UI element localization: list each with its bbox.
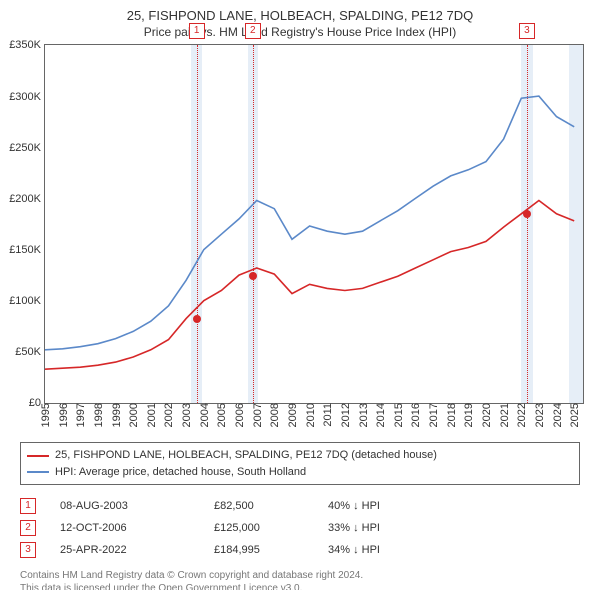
x-axis-label: 2022	[514, 403, 528, 427]
event-delta: 33% ↓ HPI	[328, 522, 418, 534]
chart-svg	[45, 45, 583, 403]
footer-line-2: This data is licensed under the Open Gov…	[20, 582, 580, 590]
x-axis-label: 2023	[532, 403, 546, 427]
event-price: £125,000	[214, 522, 304, 534]
event-number: 3	[20, 542, 36, 558]
event-delta: 40% ↓ HPI	[328, 500, 418, 512]
x-axis-label: 2009	[285, 403, 299, 427]
x-axis-label: 2000	[126, 403, 140, 427]
x-axis-label: 2025	[567, 403, 581, 427]
x-axis-label: 2021	[497, 403, 511, 427]
x-axis-label: 2024	[550, 403, 564, 427]
event-row: 3 25-APR-2022 £184,995 34% ↓ HPI	[20, 539, 580, 561]
event-date: 12-OCT-2006	[60, 522, 190, 534]
event-number-box: 1	[189, 23, 205, 39]
event-price: £184,995	[214, 544, 304, 556]
x-axis-label: 2004	[197, 403, 211, 427]
legend-swatch	[27, 471, 49, 473]
event-row: 1 08-AUG-2003 £82,500 40% ↓ HPI	[20, 495, 580, 517]
x-axis-label: 2018	[444, 403, 458, 427]
y-axis-label: £250K	[9, 142, 45, 154]
legend-swatch	[27, 455, 49, 457]
x-axis-label: 2014	[373, 403, 387, 427]
price-marker	[523, 210, 531, 218]
x-axis-label: 2007	[250, 403, 264, 427]
x-axis-label: 2003	[179, 403, 193, 427]
x-axis-label: 2010	[303, 403, 317, 427]
x-axis-label: 1998	[91, 403, 105, 427]
x-axis-label: 1999	[109, 403, 123, 427]
plot-area: 123£0£50K£100K£150K£200K£250K£300K£350K1…	[44, 44, 584, 404]
x-axis-label: 1995	[38, 403, 52, 427]
event-number-box: 2	[245, 23, 261, 39]
legend-row: HPI: Average price, detached house, Sout…	[27, 464, 573, 481]
footer-line-1: Contains HM Land Registry data © Crown c…	[20, 569, 580, 582]
event-row: 2 12-OCT-2006 £125,000 33% ↓ HPI	[20, 517, 580, 539]
x-axis-label: 1997	[73, 403, 87, 427]
x-axis-label: 2002	[161, 403, 175, 427]
price-marker	[193, 315, 201, 323]
x-axis-label: 2005	[214, 403, 228, 427]
y-axis-label: £350K	[9, 39, 45, 51]
x-axis-label: 2012	[338, 403, 352, 427]
legend-box: 25, FISHPOND LANE, HOLBEACH, SPALDING, P…	[20, 442, 580, 485]
x-axis-label: 1996	[56, 403, 70, 427]
y-axis-label: £50K	[15, 346, 45, 358]
event-date: 08-AUG-2003	[60, 500, 190, 512]
y-axis-label: £100K	[9, 295, 45, 307]
event-date: 25-APR-2022	[60, 544, 190, 556]
y-axis-label: £200K	[9, 193, 45, 205]
event-number-box: 3	[519, 23, 535, 39]
legend-label: HPI: Average price, detached house, Sout…	[55, 464, 306, 481]
price-marker	[249, 272, 257, 280]
title-address: 25, FISHPOND LANE, HOLBEACH, SPALDING, P…	[0, 8, 600, 25]
chart-titles: 25, FISHPOND LANE, HOLBEACH, SPALDING, P…	[0, 8, 600, 40]
x-axis-label: 2013	[356, 403, 370, 427]
x-axis-label: 2015	[391, 403, 405, 427]
event-number: 1	[20, 498, 36, 514]
x-axis-label: 2008	[267, 403, 281, 427]
below-chart: 25, FISHPOND LANE, HOLBEACH, SPALDING, P…	[20, 442, 580, 590]
x-axis-label: 2006	[232, 403, 246, 427]
x-axis-label: 2020	[479, 403, 493, 427]
x-axis-label: 2011	[320, 403, 334, 427]
chart-wrap: 123£0£50K£100K£150K£200K£250K£300K£350K1…	[44, 44, 584, 404]
title-subtitle: Price paid vs. HM Land Registry's House …	[0, 25, 600, 41]
y-axis-label: £300K	[9, 91, 45, 103]
event-delta: 34% ↓ HPI	[328, 544, 418, 556]
legend-row: 25, FISHPOND LANE, HOLBEACH, SPALDING, P…	[27, 447, 573, 464]
legend-label: 25, FISHPOND LANE, HOLBEACH, SPALDING, P…	[55, 447, 437, 464]
footer-attribution: Contains HM Land Registry data © Crown c…	[20, 569, 580, 590]
events-table: 1 08-AUG-2003 £82,500 40% ↓ HPI 2 12-OCT-2006…	[20, 495, 580, 561]
x-axis-label: 2001	[144, 403, 158, 427]
chart-container: { "title_line1": "25, FISHPOND LANE, HOL…	[0, 0, 600, 590]
event-number: 2	[20, 520, 36, 536]
x-axis-label: 2017	[426, 403, 440, 427]
series-line	[45, 97, 574, 351]
y-axis-label: £150K	[9, 244, 45, 256]
event-price: £82,500	[214, 500, 304, 512]
x-axis-label: 2016	[408, 403, 422, 427]
x-axis-label: 2019	[461, 403, 475, 427]
